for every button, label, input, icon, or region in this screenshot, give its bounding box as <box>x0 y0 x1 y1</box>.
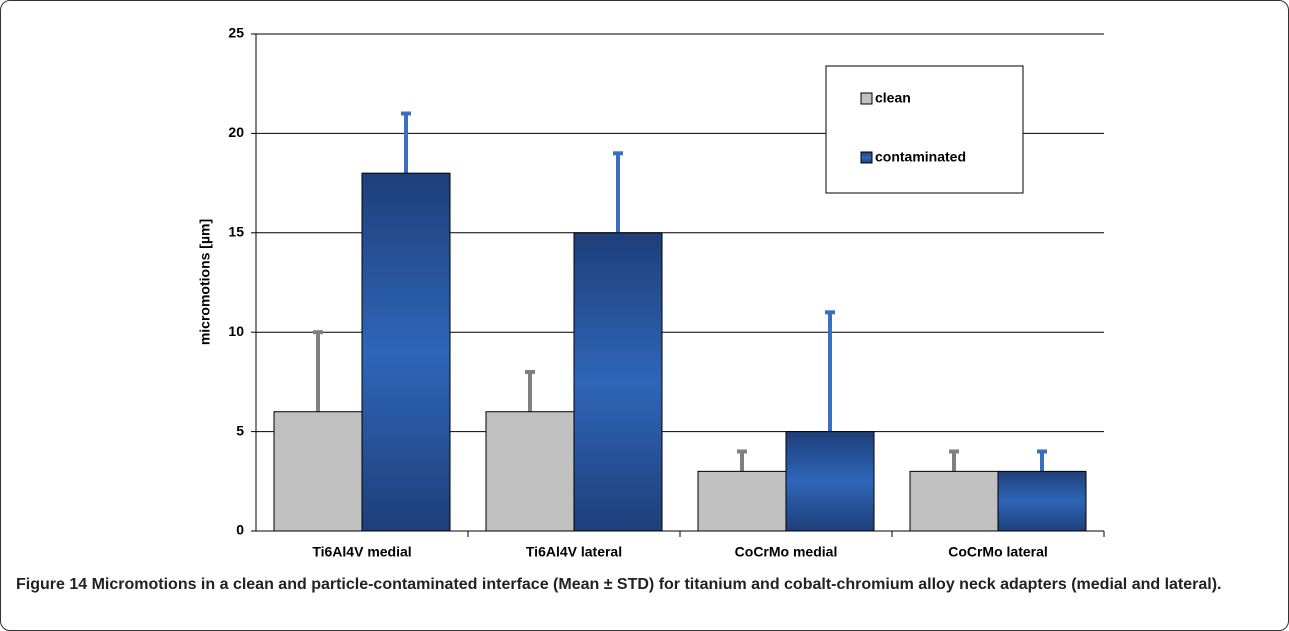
x-tick-label: CoCrMo medial <box>735 544 838 560</box>
x-tick-label: Ti6Al4V medial <box>312 544 411 560</box>
legend-swatch <box>860 92 873 105</box>
legend-label: contaminated <box>875 149 966 165</box>
y-tick-label: 0 <box>236 522 244 538</box>
bar <box>909 470 999 532</box>
bar <box>573 232 663 532</box>
legend-swatch <box>860 151 873 164</box>
x-tick-label: CoCrMo lateral <box>948 544 1048 560</box>
bar <box>361 172 451 532</box>
chart: micromotions [µm] 0 5 10 15 20 25 Ti6Al4V medi… <box>197 25 1105 560</box>
y-tick-label: 10 <box>228 323 244 339</box>
bar <box>273 411 363 532</box>
legend-box <box>825 65 1024 194</box>
y-axis-label: micromotions [µm] <box>197 219 213 345</box>
bar <box>997 470 1087 532</box>
x-tick-label: Ti6Al4V lateral <box>526 544 622 560</box>
bar <box>697 470 787 532</box>
y-tick-label: 25 <box>228 25 244 41</box>
y-tick-label: 15 <box>228 224 244 240</box>
caption: Figure 14 Micromotions in a clean and pa… <box>16 571 1274 598</box>
legend-label: clean <box>875 90 911 106</box>
y-tick-label: 5 <box>236 422 244 438</box>
bar <box>485 411 575 532</box>
y-tick-label: 20 <box>228 124 244 140</box>
bar <box>785 431 875 532</box>
caption-label: Figure 14 <box>16 576 88 593</box>
caption-text: Micromotions in a clean and particle-con… <box>91 576 1222 593</box>
